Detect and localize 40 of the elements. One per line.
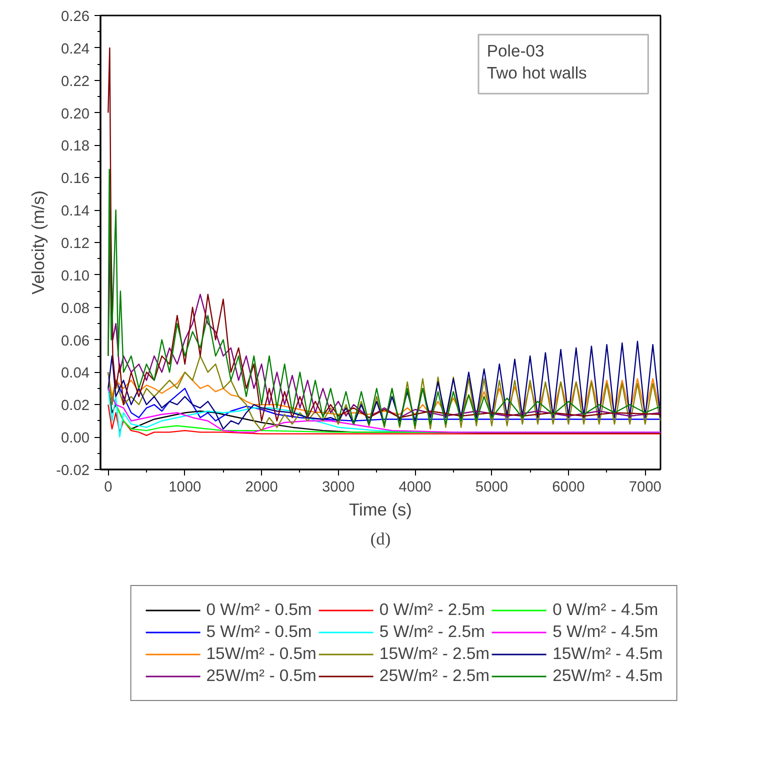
legend-label: 25W/m² - 0.5m xyxy=(206,666,316,686)
y-axis-title: Velocity (m/s) xyxy=(28,190,48,294)
y-tick-label: 0.08 xyxy=(60,300,90,317)
y-tick-label: 0.18 xyxy=(60,138,90,155)
legend-label: 15W/m² - 4.5m xyxy=(552,644,663,664)
x-tick-label: 2000 xyxy=(245,480,278,496)
x-tick-label: 3000 xyxy=(322,480,355,496)
y-tick-label: 0.16 xyxy=(60,171,90,188)
legend-label: 15W/m² - 0.5m xyxy=(206,644,316,664)
x-tick-label: 6000 xyxy=(552,480,585,496)
y-tick-label: 0.00 xyxy=(60,430,90,447)
legend-label: 25W/m² - 2.5m xyxy=(379,666,490,686)
annotation: Pole-03 xyxy=(486,42,544,61)
legend-label: 0 W/m² - 4.5m xyxy=(552,600,658,620)
legend-label: 5 W/m² - 2.5m xyxy=(379,622,485,642)
x-tick-label: 0 xyxy=(104,480,112,496)
y-tick-label: 0.22 xyxy=(60,74,90,90)
y-tick-label: 0.06 xyxy=(60,333,90,350)
legend-label: 5 W/m² - 0.5m xyxy=(206,622,312,642)
y-tick-label: 0.12 xyxy=(60,236,90,252)
legend-label: 15W/m² - 2.5m xyxy=(379,644,490,664)
y-tick-label: 0.10 xyxy=(60,268,90,284)
y-tick-label: -0.02 xyxy=(56,463,90,479)
legend-label: 25W/m² - 4.5m xyxy=(552,666,663,686)
x-tick-label: 7000 xyxy=(628,480,662,496)
x-tick-label: 5000 xyxy=(475,480,508,496)
x-tick-label: 4000 xyxy=(398,480,432,496)
y-tick-label: 0.24 xyxy=(60,41,90,58)
text: (d) xyxy=(370,530,391,548)
y-tick-label: 0.14 xyxy=(60,204,90,220)
annotation: Two hot walls xyxy=(486,64,587,83)
y-tick-label: 0.26 xyxy=(60,9,90,25)
legend-label: 5 W/m² - 4.5m xyxy=(552,622,658,642)
legend-label: 0 W/m² - 2.5m xyxy=(379,600,485,620)
x-tick-label: 1000 xyxy=(168,480,202,496)
y-tick-label: 0.20 xyxy=(60,106,90,122)
y-tick-label: 0.04 xyxy=(60,366,90,382)
y-tick-label: 0.02 xyxy=(60,398,90,414)
legend-label: 0 W/m² - 0.5m xyxy=(206,600,312,620)
x-axis-title: Time (s) xyxy=(349,500,412,520)
